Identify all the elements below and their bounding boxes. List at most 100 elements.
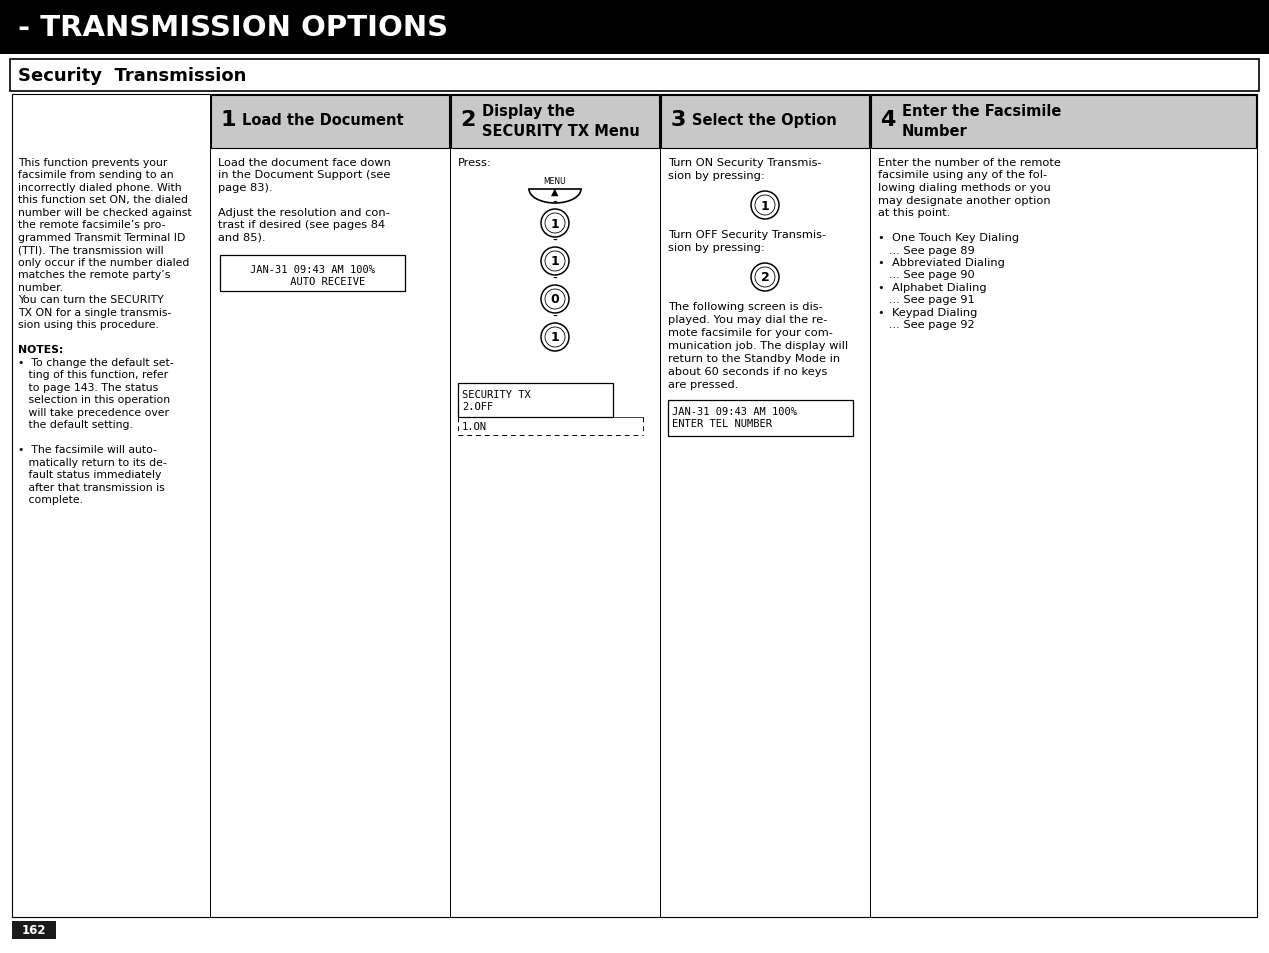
Text: -: -	[552, 272, 557, 286]
Text: TX ON for a single transmis-: TX ON for a single transmis-	[18, 308, 171, 317]
Text: grammed Transmit Terminal ID: grammed Transmit Terminal ID	[18, 233, 185, 243]
Text: sion by pressing:: sion by pressing:	[667, 171, 765, 181]
Text: to page 143. The status: to page 143. The status	[18, 382, 159, 393]
Text: Press:: Press:	[458, 158, 492, 168]
Text: 2: 2	[461, 111, 476, 131]
Text: 162: 162	[22, 923, 46, 937]
Circle shape	[751, 192, 779, 220]
Text: - TRANSMISSION OPTIONS: - TRANSMISSION OPTIONS	[18, 14, 448, 42]
Text: may designate another option: may designate another option	[878, 195, 1051, 205]
Text: selection in this operation: selection in this operation	[18, 395, 170, 405]
Text: Load the document face down: Load the document face down	[218, 158, 391, 168]
Circle shape	[751, 264, 779, 292]
Text: You can turn the SECURITY: You can turn the SECURITY	[18, 295, 164, 305]
Text: 3: 3	[670, 111, 685, 131]
Text: 1: 1	[221, 111, 236, 131]
FancyBboxPatch shape	[220, 255, 405, 292]
Circle shape	[541, 248, 569, 275]
Text: in the Document Support (see: in the Document Support (see	[218, 171, 391, 180]
Text: matically return to its de-: matically return to its de-	[18, 457, 166, 468]
Text: ... See page 89: ... See page 89	[878, 245, 975, 255]
Text: -: -	[552, 195, 557, 210]
Text: •  The facsimile will auto-: • The facsimile will auto-	[18, 445, 157, 455]
Text: 1: 1	[551, 331, 560, 344]
FancyBboxPatch shape	[458, 384, 613, 417]
Text: SECURITY TX: SECURITY TX	[462, 390, 530, 399]
Text: the remote facsimile’s pro-: the remote facsimile’s pro-	[18, 220, 165, 231]
Text: sion using this procedure.: sion using this procedure.	[18, 320, 159, 330]
Text: page 83).: page 83).	[218, 183, 273, 193]
Text: ▲: ▲	[551, 187, 558, 196]
FancyBboxPatch shape	[211, 96, 449, 149]
Text: sion by pressing:: sion by pressing:	[667, 243, 765, 253]
Text: this function set ON, the dialed: this function set ON, the dialed	[18, 195, 188, 205]
Text: will take precedence over: will take precedence over	[18, 408, 169, 417]
Text: number will be checked against: number will be checked against	[18, 208, 192, 218]
Text: incorrectly dialed phone. With: incorrectly dialed phone. With	[18, 183, 181, 193]
FancyBboxPatch shape	[661, 96, 869, 149]
Text: Enter the Facsimile: Enter the Facsimile	[902, 104, 1061, 119]
Text: JAN-31 09:43 AM 100%: JAN-31 09:43 AM 100%	[673, 407, 797, 416]
Circle shape	[755, 268, 775, 288]
Text: Enter the number of the remote: Enter the number of the remote	[878, 158, 1061, 168]
Circle shape	[544, 252, 565, 272]
Text: Display the: Display the	[482, 104, 575, 119]
Text: ENTER TEL NUMBER: ENTER TEL NUMBER	[673, 418, 772, 429]
Text: 1: 1	[760, 199, 769, 213]
FancyBboxPatch shape	[0, 0, 1269, 55]
Text: number.: number.	[18, 283, 63, 293]
Text: the default setting.: the default setting.	[18, 420, 133, 430]
Text: •  Keypad Dialing: • Keypad Dialing	[878, 308, 977, 317]
Text: trast if desired (see pages 84: trast if desired (see pages 84	[218, 220, 385, 231]
Text: •  Alphabet Dialing: • Alphabet Dialing	[878, 283, 986, 293]
Text: Number: Number	[902, 124, 968, 139]
Text: This function prevents your: This function prevents your	[18, 158, 168, 168]
Text: at this point.: at this point.	[878, 208, 950, 218]
Circle shape	[544, 328, 565, 348]
Text: ... See page 90: ... See page 90	[878, 271, 975, 280]
Text: ... See page 91: ... See page 91	[878, 295, 975, 305]
FancyBboxPatch shape	[450, 96, 659, 149]
Text: after that transmission is: after that transmission is	[18, 482, 165, 493]
Text: MENU: MENU	[543, 177, 566, 186]
Text: mote facsimile for your com-: mote facsimile for your com-	[667, 328, 832, 337]
FancyBboxPatch shape	[11, 921, 56, 939]
FancyBboxPatch shape	[667, 400, 853, 436]
Text: lowing dialing methods or you: lowing dialing methods or you	[878, 183, 1051, 193]
Text: played. You may dial the re-: played. You may dial the re-	[667, 314, 827, 325]
Text: •  Abbreviated Dialing: • Abbreviated Dialing	[878, 257, 1005, 268]
Text: JAN-31 09:43 AM 100%: JAN-31 09:43 AM 100%	[250, 265, 376, 275]
Text: AUTO RECEIVE: AUTO RECEIVE	[259, 277, 365, 287]
Text: munication job. The display will: munication job. The display will	[667, 340, 848, 351]
Text: 4: 4	[881, 111, 896, 131]
Text: 1: 1	[551, 255, 560, 268]
Text: facsimile from sending to an: facsimile from sending to an	[18, 171, 174, 180]
Text: facsimile using any of the fol-: facsimile using any of the fol-	[878, 171, 1047, 180]
Text: Select the Option: Select the Option	[692, 112, 836, 128]
FancyBboxPatch shape	[11, 95, 1258, 917]
Text: matches the remote party’s: matches the remote party’s	[18, 271, 170, 280]
Circle shape	[544, 213, 565, 233]
Text: Adjust the resolution and con-: Adjust the resolution and con-	[218, 208, 390, 218]
Text: 1: 1	[551, 217, 560, 231]
Text: ting of this function, refer: ting of this function, refer	[18, 370, 168, 380]
Text: •  One Touch Key Dialing: • One Touch Key Dialing	[878, 233, 1019, 243]
Text: only occur if the number dialed: only occur if the number dialed	[18, 257, 189, 268]
Text: 1.ON: 1.ON	[462, 421, 487, 432]
Text: SECURITY TX Menu: SECURITY TX Menu	[482, 124, 640, 139]
Circle shape	[755, 195, 775, 215]
FancyBboxPatch shape	[10, 60, 1259, 91]
Text: •  To change the default set-: • To change the default set-	[18, 357, 174, 368]
Text: Turn ON Security Transmis-: Turn ON Security Transmis-	[667, 158, 821, 168]
Text: fault status immediately: fault status immediately	[18, 470, 161, 480]
Text: return to the Standby Mode in: return to the Standby Mode in	[667, 354, 840, 364]
Text: Load the Document: Load the Document	[242, 112, 404, 128]
Text: NOTES:: NOTES:	[18, 345, 63, 355]
Circle shape	[541, 210, 569, 237]
Text: 2.OFF: 2.OFF	[462, 401, 494, 412]
Text: are pressed.: are pressed.	[667, 379, 739, 390]
Circle shape	[541, 324, 569, 352]
Text: about 60 seconds if no keys: about 60 seconds if no keys	[667, 367, 827, 376]
Text: 2: 2	[760, 272, 769, 284]
Text: Turn OFF Security Transmis-: Turn OFF Security Transmis-	[667, 230, 826, 240]
